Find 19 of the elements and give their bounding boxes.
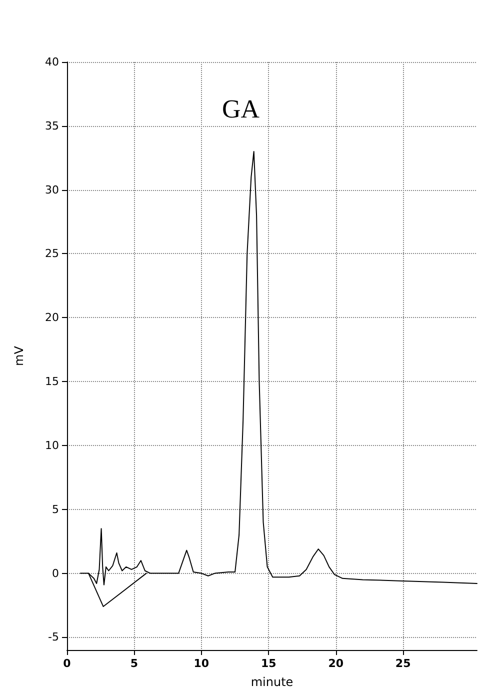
y-tick-label: 5 (52, 502, 59, 516)
y-tick-label: 30 (45, 183, 59, 196)
y-tick-label: 15 (45, 375, 59, 388)
x-tick-label: 0 (63, 657, 72, 670)
x-tick-label: 10 (194, 657, 210, 670)
x-tick-label: 25 (395, 657, 411, 670)
annotation: GA (222, 94, 260, 124)
y-tick-label: 20 (45, 311, 59, 324)
x-axis-title: minute (250, 675, 294, 689)
y-tick-label: 25 (45, 247, 59, 260)
y-tick-label: 35 (45, 119, 59, 132)
x-tick-label: 15 (260, 657, 276, 670)
y-axis-title: mV (12, 345, 26, 366)
y-tick-label: 10 (45, 438, 59, 452)
y-tick-label: 0 (52, 566, 59, 580)
y-tick-label: 40 (45, 56, 59, 68)
x-tick-label: 5 (130, 657, 138, 670)
y-tick-label: -5 (48, 630, 59, 644)
x-tick-label: 20 (328, 657, 344, 670)
